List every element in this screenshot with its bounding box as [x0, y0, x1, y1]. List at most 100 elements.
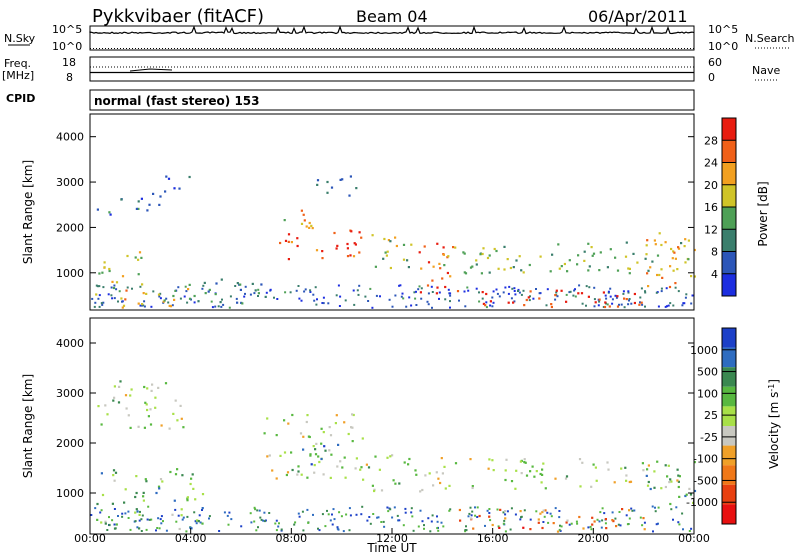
data-cell [386, 456, 389, 459]
data-cell [112, 399, 115, 402]
data-cell [373, 489, 376, 493]
data-cell [182, 426, 185, 429]
data-cell [148, 203, 151, 206]
data-cell [401, 292, 404, 295]
data-cell [313, 299, 316, 302]
data-cell [258, 509, 261, 512]
data-cell [124, 394, 128, 397]
data-cell [520, 472, 523, 475]
data-cell [657, 506, 660, 509]
colorbar-tick-label: 20 [704, 179, 718, 192]
data-cell [488, 508, 491, 510]
data-cell [160, 522, 163, 525]
data-cell [412, 529, 415, 532]
data-cell [431, 306, 433, 309]
data-cell [179, 404, 182, 407]
data-cell [176, 419, 179, 422]
data-cell [130, 388, 133, 391]
freq-strip-frame [89, 56, 695, 82]
data-cell [693, 248, 696, 252]
data-cell [283, 419, 286, 422]
data-cell [614, 517, 617, 520]
data-cell [140, 256, 143, 259]
data-cell [222, 303, 225, 306]
data-cell [504, 513, 507, 516]
velocity-label-sup: -1 [767, 384, 776, 392]
data-cell [379, 295, 381, 298]
data-cell [234, 285, 237, 287]
data-cell [141, 303, 144, 306]
data-cell [391, 305, 394, 308]
data-cell [102, 286, 105, 289]
data-cell [668, 481, 671, 484]
colorbar-tick-label: 1000 [690, 344, 718, 357]
data-cell [467, 289, 470, 292]
data-cell [535, 288, 537, 290]
data-cell [458, 299, 460, 302]
data-cell [142, 304, 145, 307]
data-cell [180, 508, 183, 511]
data-cell [459, 519, 462, 522]
data-cell [152, 192, 155, 195]
data-cell [149, 408, 152, 411]
data-cell [441, 277, 444, 280]
data-cell [657, 522, 659, 525]
data-cell [431, 514, 434, 517]
data-cell [621, 508, 624, 511]
data-cell [448, 509, 451, 512]
data-cell [208, 288, 211, 291]
data-cell [589, 525, 592, 528]
data-cell [655, 291, 658, 294]
data-cell [112, 286, 116, 290]
data-cell [313, 464, 316, 467]
data-cell [542, 521, 545, 523]
data-cell [523, 304, 526, 307]
data-cell [97, 297, 100, 300]
data-cell [515, 259, 518, 262]
data-cell [352, 413, 355, 417]
data-cell [228, 511, 231, 514]
data-cell [485, 292, 488, 296]
freq-tick-top: 18 [62, 56, 76, 69]
data-cell [279, 241, 282, 245]
data-cell [398, 482, 401, 485]
station-title: Pykkvibaer (fitACF) [92, 6, 264, 27]
data-cell [140, 530, 143, 532]
data-cell [174, 473, 178, 476]
data-cell [568, 259, 571, 262]
data-cell [480, 272, 483, 275]
data-cell [141, 283, 144, 286]
data-cell [324, 449, 327, 452]
colorbar-swatch [722, 140, 736, 163]
data-cell [204, 292, 207, 295]
data-cell [427, 303, 430, 306]
data-cell [367, 466, 371, 469]
data-cell [645, 253, 648, 256]
data-cell [518, 255, 521, 258]
data-cell [343, 456, 346, 459]
data-cell [400, 295, 403, 298]
data-cell [627, 303, 630, 306]
velocity-data-layer [90, 380, 697, 533]
data-cell [544, 509, 547, 512]
data-cell [458, 508, 461, 512]
data-cell [394, 236, 397, 239]
data-cell [674, 282, 677, 285]
data-cell [297, 465, 300, 468]
data-cell [573, 289, 576, 292]
data-cell [367, 300, 370, 302]
data-cell [633, 301, 636, 305]
data-cell [560, 289, 563, 292]
data-cell [176, 468, 179, 471]
data-cell [498, 295, 501, 298]
data-cell [151, 383, 154, 386]
data-cell [672, 304, 675, 307]
data-cell [336, 244, 339, 247]
data-cell [277, 525, 280, 528]
data-cell [664, 241, 667, 244]
data-cell [645, 474, 648, 477]
data-cell [677, 474, 680, 477]
data-cell [421, 520, 424, 523]
colorbar-tick-label: 8 [711, 246, 718, 259]
data-cell [639, 301, 641, 304]
